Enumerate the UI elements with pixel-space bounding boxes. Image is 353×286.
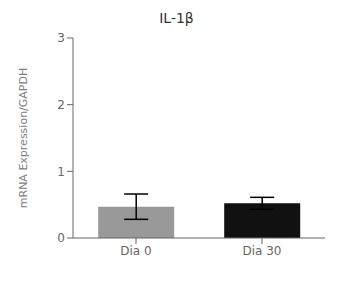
svg-text:0: 0: [57, 231, 65, 245]
html-text:IL-1β: IL-1β: [159, 10, 194, 26]
svg-text:mRNA Expression/GAPDH: mRNA Expression/GAPDH: [17, 68, 30, 208]
svg-text:3: 3: [57, 31, 65, 45]
svg-text:Dia 30: Dia 30: [242, 244, 281, 258]
svg-text:Dia 0: Dia 0: [120, 244, 151, 258]
svg-text:2: 2: [57, 98, 65, 112]
svg-text:1: 1: [57, 165, 65, 179]
